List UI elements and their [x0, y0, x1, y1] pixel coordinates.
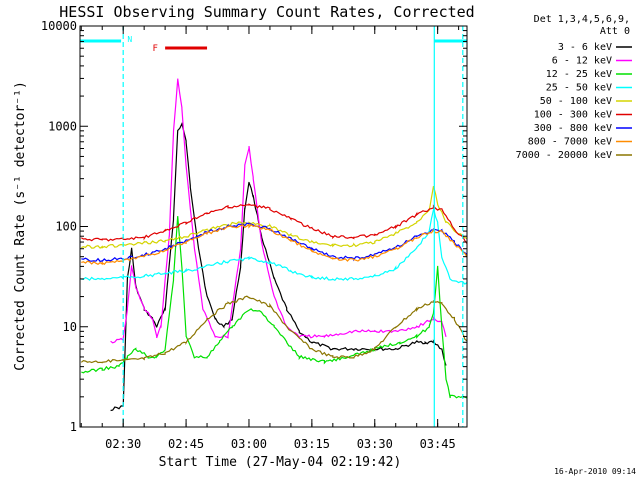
y-tick-label-2: 10 [63, 320, 77, 334]
legend: Det 1,3,4,5,6,9,Att 0 3 - 6 keV 6 - 12 keV… [516, 14, 632, 161]
series-line-1 [110, 122, 447, 412]
x-axis: 02:30 02:45 03:00 03:15 03:30 03:45 [80, 26, 460, 451]
series-line-3 [81, 216, 468, 399]
series-line-7 [81, 222, 468, 263]
flare-flag-label: F [153, 44, 158, 54]
x-tick-label-6: 03:45 [420, 437, 456, 451]
y-tick-label-5: 10000 [41, 19, 77, 33]
series-line-5 [81, 185, 468, 249]
series-curves [80, 78, 468, 412]
legend-header-1: Det 1,3,4,5,6,9, [534, 14, 630, 25]
series-line-4 [81, 207, 468, 285]
x-tick-label-2: 02:45 [168, 437, 204, 451]
legend-label-9: 7000 - 20000 keV [516, 150, 612, 161]
y-axis: 1 10 100 1000 10000 [41, 19, 467, 434]
y-tick-label-1: 1 [70, 420, 77, 434]
y-tick-label-3: 100 [55, 220, 77, 234]
flag-bars: NF [80, 35, 467, 54]
series-line-6 [80, 203, 468, 244]
footer-timestamp: 16-Apr-2010 09:14 [554, 467, 636, 476]
legend-label-7: 300 - 800 keV [534, 123, 612, 134]
chart-title: HESSI Observing Summary Count Rates, Cor… [59, 3, 474, 21]
legend-label-8: 800 - 7000 keV [528, 137, 612, 148]
legend-label-1: 3 - 6 keV [558, 42, 612, 53]
y-tick-label-4: 1000 [48, 119, 77, 133]
legend-label-5: 50 - 100 keV [540, 96, 612, 107]
plot-area: NF 02:30 02:45 03:00 03:15 03:30 03:45 110100… [41, 19, 468, 451]
legend-label-2: 6 - 12 keV [552, 56, 612, 67]
series-line-2 [110, 78, 447, 344]
legend-label-4: 25 - 50 keV [546, 83, 612, 94]
series-line-8 [81, 223, 468, 266]
y-axis-label: Corrected Count Rate (s⁻¹ detector⁻¹) [13, 81, 28, 371]
series-line-9 [80, 295, 468, 364]
x-tick-label-5: 03:30 [357, 437, 393, 451]
x-tick-label-1: 02:30 [105, 437, 141, 451]
legend-header-2: Att 0 [600, 26, 630, 37]
night-flag-label: N [127, 35, 132, 44]
attenuator-markers [122, 26, 464, 427]
x-axis-label: Start Time (27-May-04 02:19:42) [159, 455, 402, 470]
legend-label-6: 100 - 300 keV [534, 110, 612, 121]
legend-label-3: 12 - 25 keV [546, 69, 612, 80]
x-tick-label-4: 03:15 [294, 437, 330, 451]
x-tick-label-3: 03:00 [231, 437, 267, 451]
